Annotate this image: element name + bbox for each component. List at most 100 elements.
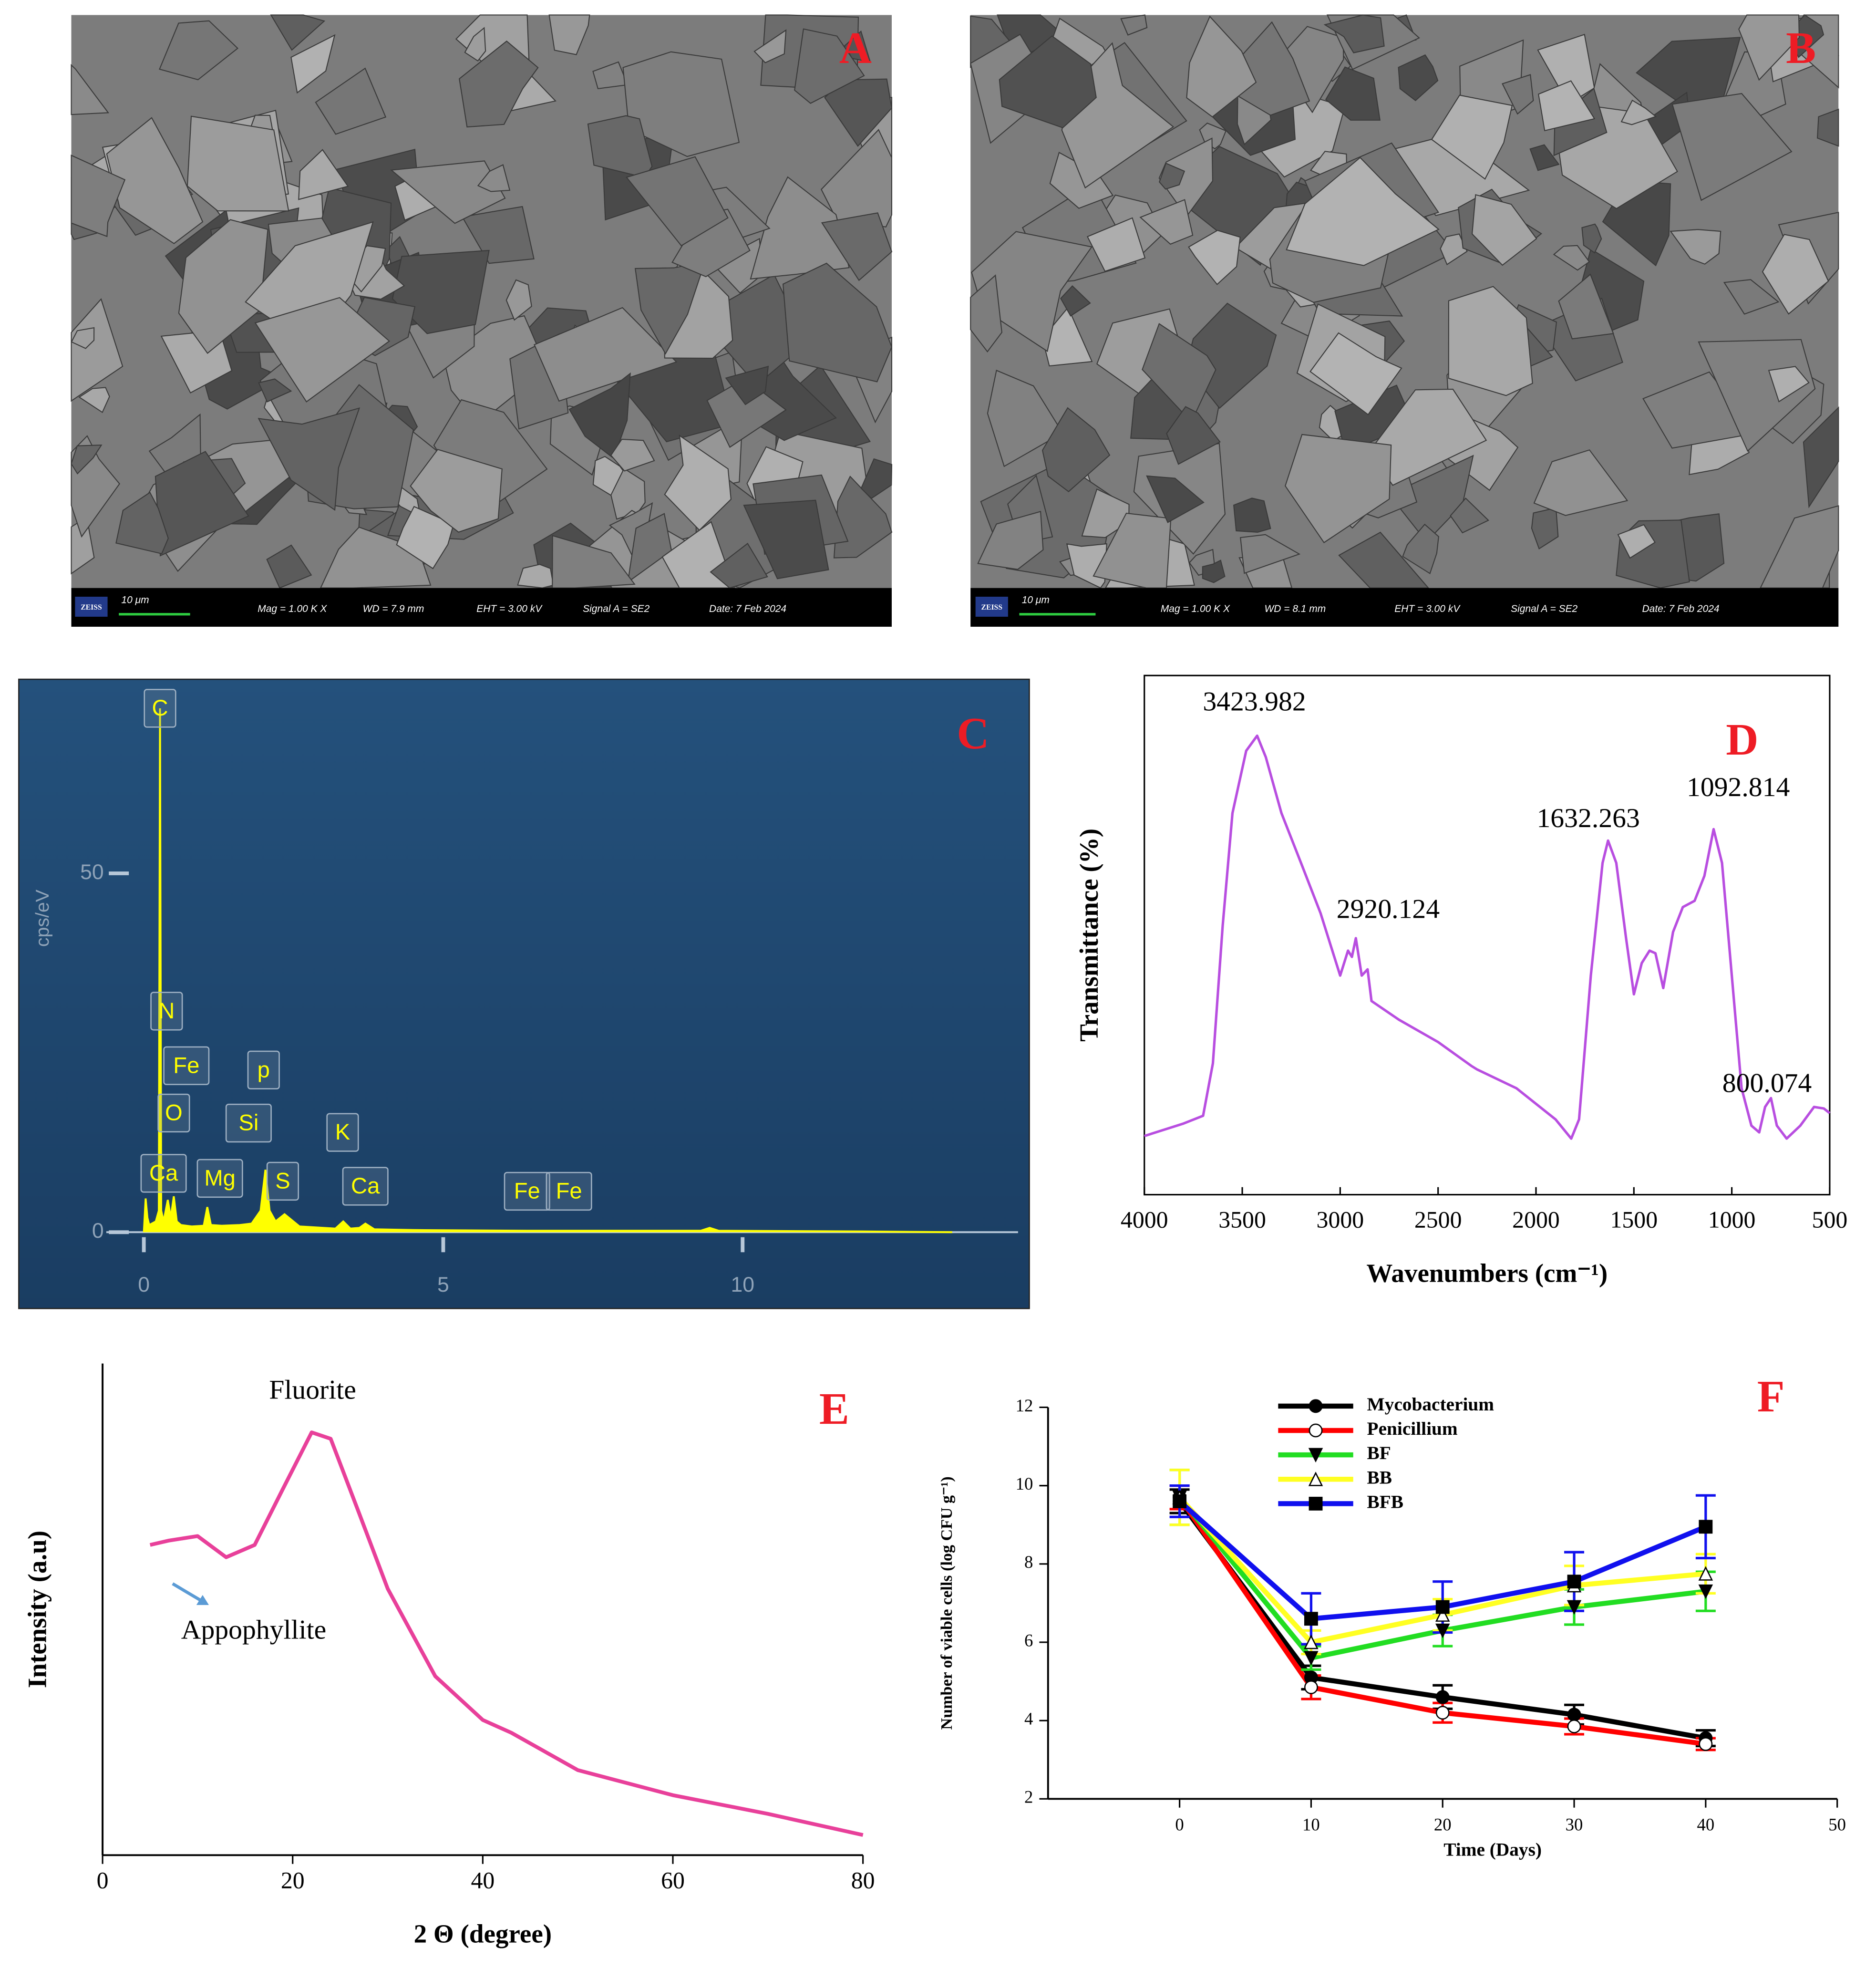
- sem-texture: [1325, 66, 1381, 121]
- sem-texture: [298, 149, 349, 200]
- peak-label: Fe: [556, 1179, 582, 1204]
- sem-signal: Signal A = SE2: [583, 603, 649, 614]
- peak-label: S: [275, 1169, 290, 1194]
- annotation: 2920.124: [1337, 894, 1440, 924]
- sem-texture: [1233, 497, 1271, 533]
- legend-label: Penicillium: [1367, 1418, 1458, 1439]
- sem-texture: [1202, 560, 1226, 583]
- marker: [1304, 1651, 1319, 1666]
- marker: [1435, 1600, 1450, 1614]
- peak-label-box: [140, 1154, 187, 1193]
- marker: [1567, 1600, 1582, 1615]
- marker: [1308, 1472, 1323, 1486]
- x-axis-label: 2 Θ (degree): [414, 1919, 552, 1948]
- legend-label: BB: [1367, 1467, 1392, 1488]
- sem-texture: [1553, 245, 1590, 271]
- marker: [1567, 1720, 1581, 1733]
- sem-texture: [1323, 14, 1385, 53]
- sem-texture: [1529, 144, 1560, 171]
- annotation: 1092.814: [1687, 772, 1790, 802]
- sem-texture: [970, 274, 1002, 353]
- x-tick-label: 40: [471, 1867, 495, 1893]
- sem-texture: [1531, 507, 1559, 550]
- marker: [1173, 1494, 1187, 1508]
- x-tick-label: 0: [138, 1273, 150, 1296]
- sem-texture: [155, 451, 249, 557]
- brand-box: [75, 596, 108, 617]
- scale-bar-label: 10 μm: [1022, 594, 1050, 605]
- marker: [1698, 1584, 1713, 1599]
- legend-label: Mycobacterium: [1367, 1394, 1495, 1415]
- sem-texture: [315, 67, 387, 135]
- sem-texture: [1402, 523, 1439, 574]
- x-tick-label: 2500: [1414, 1207, 1462, 1233]
- sem-texture: [71, 64, 110, 115]
- marker: [1435, 1623, 1450, 1638]
- sem-texture: [794, 28, 865, 104]
- sem-texture: [517, 564, 554, 589]
- peak-label: C: [152, 695, 168, 721]
- sem-texture: [1538, 80, 1596, 132]
- sem-texture: [1186, 15, 1257, 118]
- panel-label: A: [839, 23, 872, 73]
- spectrum-line: [143, 708, 952, 1233]
- sem-texture: [1285, 434, 1392, 543]
- data-line: [1144, 734, 1831, 1140]
- annotation: 800.074: [1722, 1068, 1812, 1098]
- sem-texture: [1723, 279, 1780, 315]
- peak-label: O: [165, 1100, 183, 1126]
- sem-texture: [464, 27, 486, 62]
- sem-texture: [159, 20, 239, 81]
- sem-signal: Signal A = SE2: [1511, 603, 1577, 614]
- sem-texture: [1816, 108, 1839, 147]
- sem-mag: Mag = 1.00 K X: [258, 603, 327, 614]
- peak-label-box: [144, 689, 176, 728]
- peak-label: p: [258, 1057, 270, 1082]
- marker: [1435, 1706, 1450, 1720]
- y-tick-label: 2: [1024, 1787, 1033, 1807]
- x-tick-label: 60: [661, 1867, 685, 1893]
- sem-texture: [782, 262, 893, 383]
- marker: [1435, 1690, 1450, 1704]
- sem-wd: WD = 8.1 mm: [1265, 603, 1326, 614]
- sem-date: Date: 7 Feb 2024: [1642, 603, 1720, 614]
- sem-texture: [71, 327, 95, 349]
- y-axis-label: Number of viable cells (log CFU g⁻¹): [938, 1476, 956, 1730]
- x-tick-label: 5: [437, 1273, 449, 1296]
- sem-texture: [71, 298, 124, 402]
- sem-texture: [1762, 234, 1829, 315]
- x-tick-label: 20: [281, 1867, 305, 1893]
- sem-texture: [1368, 388, 1487, 486]
- legend-label: BFB: [1367, 1491, 1404, 1512]
- marker: [1435, 1607, 1450, 1622]
- y-tick-label: 10: [1016, 1474, 1033, 1493]
- x-tick-label: 3000: [1317, 1207, 1364, 1233]
- sem-texture: [505, 279, 532, 321]
- x-tick-label: 3500: [1218, 1207, 1266, 1233]
- sem-texture: [1558, 273, 1614, 340]
- sem-texture: [1060, 285, 1091, 317]
- annotation: Appophyllite: [181, 1615, 326, 1645]
- sem-texture: [1620, 99, 1657, 125]
- marker: [1309, 1423, 1323, 1438]
- sem-texture: [258, 378, 292, 403]
- sem-texture: [622, 51, 740, 157]
- brand: ZEISS: [981, 603, 1002, 611]
- x-tick-label: 40: [1697, 1814, 1714, 1834]
- sem-texture: [410, 448, 503, 533]
- sem-texture: [844, 30, 871, 63]
- marker: [1309, 1496, 1323, 1511]
- sem-texture: [1188, 229, 1241, 285]
- sem-texture: [1120, 14, 1148, 36]
- sem-texture: [1139, 199, 1194, 245]
- sem-texture: [1450, 497, 1489, 534]
- sem-texture: [1398, 54, 1439, 102]
- sem-texture: [1309, 332, 1402, 415]
- marker: [1567, 1575, 1581, 1589]
- data-line: [149, 1430, 864, 1837]
- sem-texture: [725, 365, 769, 405]
- sem-eht: EHT = 3.00 kV: [476, 603, 543, 614]
- sem-texture: [1086, 217, 1146, 272]
